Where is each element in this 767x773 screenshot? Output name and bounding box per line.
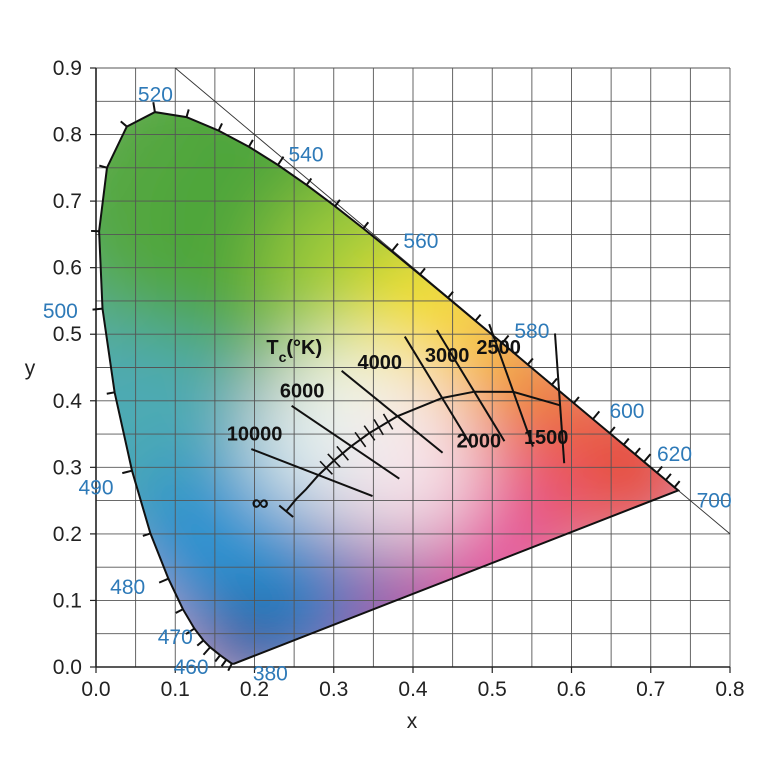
wavelength-tick: [644, 454, 650, 462]
isotherm-label: 1500: [524, 427, 569, 449]
wavelength-tick: [666, 474, 671, 480]
wavelength-label: 700: [697, 490, 732, 513]
wavelength-tick: [475, 315, 480, 321]
x-tick-label: 0.6: [557, 678, 586, 701]
x-tick-label: 0.8: [715, 678, 744, 701]
wavelength-label: 500: [43, 300, 78, 323]
wavelength-tick: [187, 109, 189, 117]
wavelength-label: 470: [158, 626, 193, 649]
isotherm-label: 2500: [476, 337, 521, 359]
wavelength-tick: [574, 397, 579, 403]
wavelength-tick: [392, 244, 398, 252]
x-tick-label: 0.3: [319, 678, 348, 701]
wavelength-label: 380: [253, 663, 288, 686]
isotherm-label: 3000: [425, 345, 470, 367]
x-tick-label: 0.7: [636, 678, 665, 701]
wavelength-tick: [635, 448, 640, 454]
wavelength-label: 620: [657, 443, 692, 466]
y-tick-label: 0.1: [53, 589, 82, 612]
wavelength-label: 490: [78, 476, 113, 499]
wavelength-tick: [278, 157, 284, 165]
x-axis-title: x: [407, 710, 418, 733]
wavelength-tick: [610, 427, 615, 433]
wavelength-tick: [203, 647, 210, 654]
wavelength-label: 540: [288, 144, 323, 167]
y-tick-label: 0.4: [53, 390, 83, 413]
wavelength-tick: [93, 309, 103, 310]
x-tick-label: 0.1: [161, 678, 190, 701]
wavelength-tick: [159, 579, 168, 583]
x-tick-label: 0.4: [398, 678, 428, 701]
y-tick-label: 0.9: [53, 57, 82, 80]
wavelength-tick: [222, 660, 227, 667]
y-tick-label: 0.0: [53, 656, 82, 679]
wavelength-label: 600: [609, 400, 644, 423]
wavelength-tick: [197, 640, 203, 645]
isotherm-label: 2000: [457, 430, 502, 452]
wavelength-label: 460: [174, 656, 209, 679]
y-tick-label: 0.5: [53, 323, 82, 346]
y-tick-label: 0.7: [53, 190, 82, 213]
wavelength-tick: [675, 481, 680, 487]
wavelength-tick: [121, 121, 127, 126]
wavelength-tick: [122, 471, 132, 473]
wavelength-tick: [107, 392, 115, 393]
isotherm-label: 10000: [227, 424, 283, 446]
y-tick-label: 0.6: [53, 257, 82, 280]
isotherm-label: 4000: [358, 352, 403, 374]
wavelength-tick: [552, 379, 557, 385]
infinity-label: ∞: [252, 489, 269, 516]
y-axis-title: y: [25, 357, 36, 380]
wavelength-label: 560: [403, 230, 438, 253]
wavelength-tick: [624, 439, 629, 445]
wavelength-tick: [219, 123, 222, 130]
wavelength-tick: [215, 655, 220, 661]
wavelength-tick: [420, 268, 425, 274]
wavelength-tick: [176, 609, 183, 613]
wavelength-tick: [249, 140, 253, 147]
wavelength-label: 480: [110, 576, 145, 599]
x-tick-label: 0.0: [81, 678, 110, 701]
isotherm-label: 6000: [280, 380, 325, 402]
wavelength-label: 520: [138, 84, 173, 107]
x-tick-label: 0.5: [478, 678, 507, 701]
y-tick-label: 0.2: [53, 523, 82, 546]
y-tick-label: 0.8: [53, 124, 82, 147]
wavelength-tick: [593, 411, 599, 419]
